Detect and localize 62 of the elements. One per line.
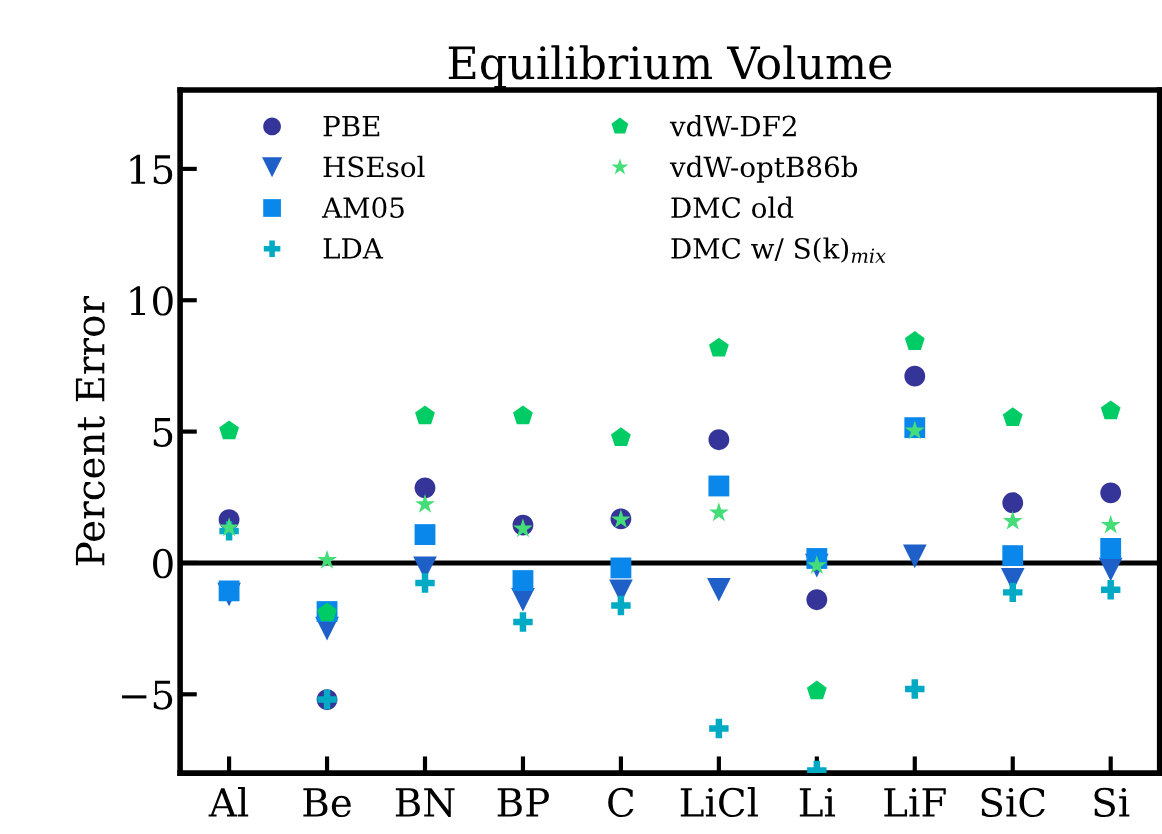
legend-label: vdW-optB86b <box>669 155 858 183</box>
point <box>610 557 632 579</box>
x-tick-label: BN <box>395 788 455 818</box>
legend-label: LDA <box>323 238 384 259</box>
y-tick-label: 0 <box>153 548 173 579</box>
point <box>707 577 731 602</box>
chart-title: Equilibrium Volume <box>448 45 892 89</box>
legend-label: PBE <box>323 115 380 137</box>
point <box>806 680 827 700</box>
point <box>415 573 435 593</box>
point <box>415 493 435 513</box>
point <box>611 427 631 447</box>
y-tick-label: 5 <box>153 418 173 447</box>
point <box>611 595 631 616</box>
annotation: DMC w/ S(k)$_{mix}$ <box>671 237 886 263</box>
y-tick-label: −5 <box>122 680 173 710</box>
x-tick-label: LiCl <box>680 787 758 818</box>
point <box>904 365 926 387</box>
point <box>1003 582 1023 603</box>
point <box>806 589 828 611</box>
x-tick-label: BP <box>497 788 549 817</box>
point <box>1002 510 1023 530</box>
point <box>1002 545 1024 567</box>
legend-label: HSEsol <box>323 155 425 178</box>
point <box>1098 557 1123 582</box>
x-tick-label: Si <box>1094 787 1130 818</box>
point <box>1002 492 1024 514</box>
point <box>708 429 730 451</box>
point <box>904 331 925 350</box>
point <box>708 337 729 357</box>
point <box>512 570 534 591</box>
y-tick-label: 15 <box>130 154 173 185</box>
point <box>1100 514 1121 534</box>
x-tick-label: Be <box>303 788 351 818</box>
point <box>1002 407 1023 427</box>
point <box>415 405 435 425</box>
point <box>414 524 436 545</box>
point <box>513 405 533 425</box>
x-tick-label: Li <box>799 787 836 817</box>
x-tick-label: Al <box>208 787 249 817</box>
point <box>1100 580 1121 600</box>
point <box>905 679 925 699</box>
point <box>317 549 337 569</box>
x-tick-label: LiF <box>884 787 946 817</box>
point <box>1100 538 1122 559</box>
point <box>708 475 730 497</box>
point <box>513 612 533 632</box>
point <box>414 477 436 499</box>
x-tick-label: SiC <box>981 787 1045 818</box>
point <box>708 502 729 522</box>
point <box>902 544 927 569</box>
point <box>219 420 239 440</box>
y-axis-title: Percent Error <box>75 295 105 566</box>
point <box>709 718 729 739</box>
x-tick-label: C <box>608 787 634 818</box>
point <box>1100 482 1122 504</box>
y-tick-label: 10 <box>130 286 173 316</box>
annotation: DMC old <box>671 196 794 219</box>
legend-label: AM05 <box>321 197 404 219</box>
point <box>218 580 240 602</box>
point <box>1100 400 1121 420</box>
legend-label: vdW-DF2 <box>669 115 796 137</box>
